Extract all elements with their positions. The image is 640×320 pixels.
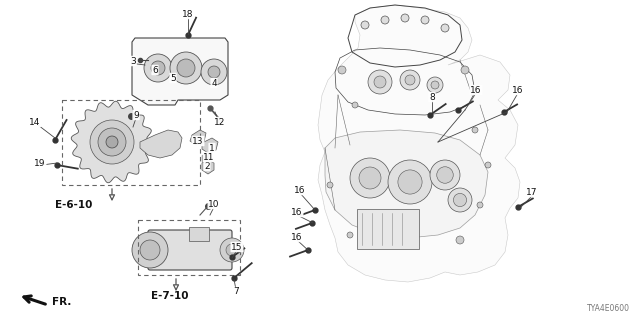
Circle shape	[401, 14, 409, 22]
FancyBboxPatch shape	[148, 230, 232, 270]
Text: 17: 17	[526, 188, 538, 196]
Circle shape	[381, 16, 389, 24]
Polygon shape	[190, 130, 206, 145]
Circle shape	[430, 160, 460, 190]
Circle shape	[453, 193, 467, 207]
Text: 16: 16	[294, 186, 306, 195]
Text: 2: 2	[204, 162, 210, 171]
Circle shape	[151, 61, 165, 75]
Text: 5: 5	[170, 74, 176, 83]
Circle shape	[352, 102, 358, 108]
Circle shape	[368, 70, 392, 94]
Text: 12: 12	[214, 117, 226, 126]
FancyBboxPatch shape	[357, 209, 419, 249]
Circle shape	[327, 182, 333, 188]
Text: E-6-10: E-6-10	[55, 200, 93, 210]
Text: 6: 6	[152, 66, 158, 75]
Text: FR.: FR.	[52, 297, 72, 307]
Circle shape	[436, 167, 453, 183]
Polygon shape	[140, 130, 182, 158]
Circle shape	[405, 75, 415, 85]
Text: 13: 13	[192, 137, 204, 146]
Circle shape	[427, 77, 443, 93]
Circle shape	[400, 70, 420, 90]
Text: E-7-10: E-7-10	[151, 291, 189, 301]
Polygon shape	[71, 101, 153, 183]
Circle shape	[220, 238, 244, 262]
Circle shape	[359, 167, 381, 189]
Circle shape	[441, 24, 449, 32]
Circle shape	[477, 202, 483, 208]
Circle shape	[350, 158, 390, 198]
Circle shape	[170, 52, 202, 84]
Circle shape	[472, 127, 478, 133]
Circle shape	[374, 76, 386, 88]
Text: 9: 9	[133, 110, 139, 119]
Circle shape	[226, 244, 238, 256]
Polygon shape	[202, 138, 218, 153]
Polygon shape	[325, 130, 488, 238]
Text: 16: 16	[291, 207, 303, 217]
Circle shape	[347, 232, 353, 238]
Circle shape	[90, 120, 134, 164]
Circle shape	[106, 136, 118, 148]
Circle shape	[98, 128, 126, 156]
Polygon shape	[132, 38, 228, 105]
Text: 3: 3	[130, 57, 136, 66]
Circle shape	[140, 240, 160, 260]
Text: 11: 11	[204, 153, 215, 162]
Circle shape	[132, 232, 168, 268]
Circle shape	[421, 16, 429, 24]
Circle shape	[388, 160, 432, 204]
Circle shape	[208, 66, 220, 78]
Circle shape	[448, 188, 472, 212]
Polygon shape	[318, 5, 520, 282]
Polygon shape	[202, 160, 214, 174]
Text: 16: 16	[470, 85, 482, 94]
Circle shape	[431, 81, 439, 89]
Circle shape	[338, 66, 346, 74]
Text: 8: 8	[429, 92, 435, 101]
Text: 16: 16	[512, 85, 524, 94]
Text: 10: 10	[208, 199, 220, 209]
Circle shape	[485, 162, 491, 168]
Text: 19: 19	[35, 158, 45, 167]
Text: 4: 4	[211, 78, 217, 87]
Circle shape	[177, 59, 195, 77]
Text: 7: 7	[233, 287, 239, 297]
Circle shape	[461, 66, 469, 74]
Text: 18: 18	[182, 10, 194, 19]
Text: 14: 14	[29, 117, 41, 126]
Text: TYA4E0600: TYA4E0600	[587, 304, 630, 313]
Circle shape	[398, 170, 422, 194]
Text: 16: 16	[291, 233, 303, 242]
FancyBboxPatch shape	[189, 227, 209, 241]
Circle shape	[361, 21, 369, 29]
Circle shape	[456, 236, 464, 244]
Text: 15: 15	[231, 243, 243, 252]
Text: 1: 1	[209, 143, 215, 153]
Circle shape	[144, 54, 172, 82]
Circle shape	[201, 59, 227, 85]
